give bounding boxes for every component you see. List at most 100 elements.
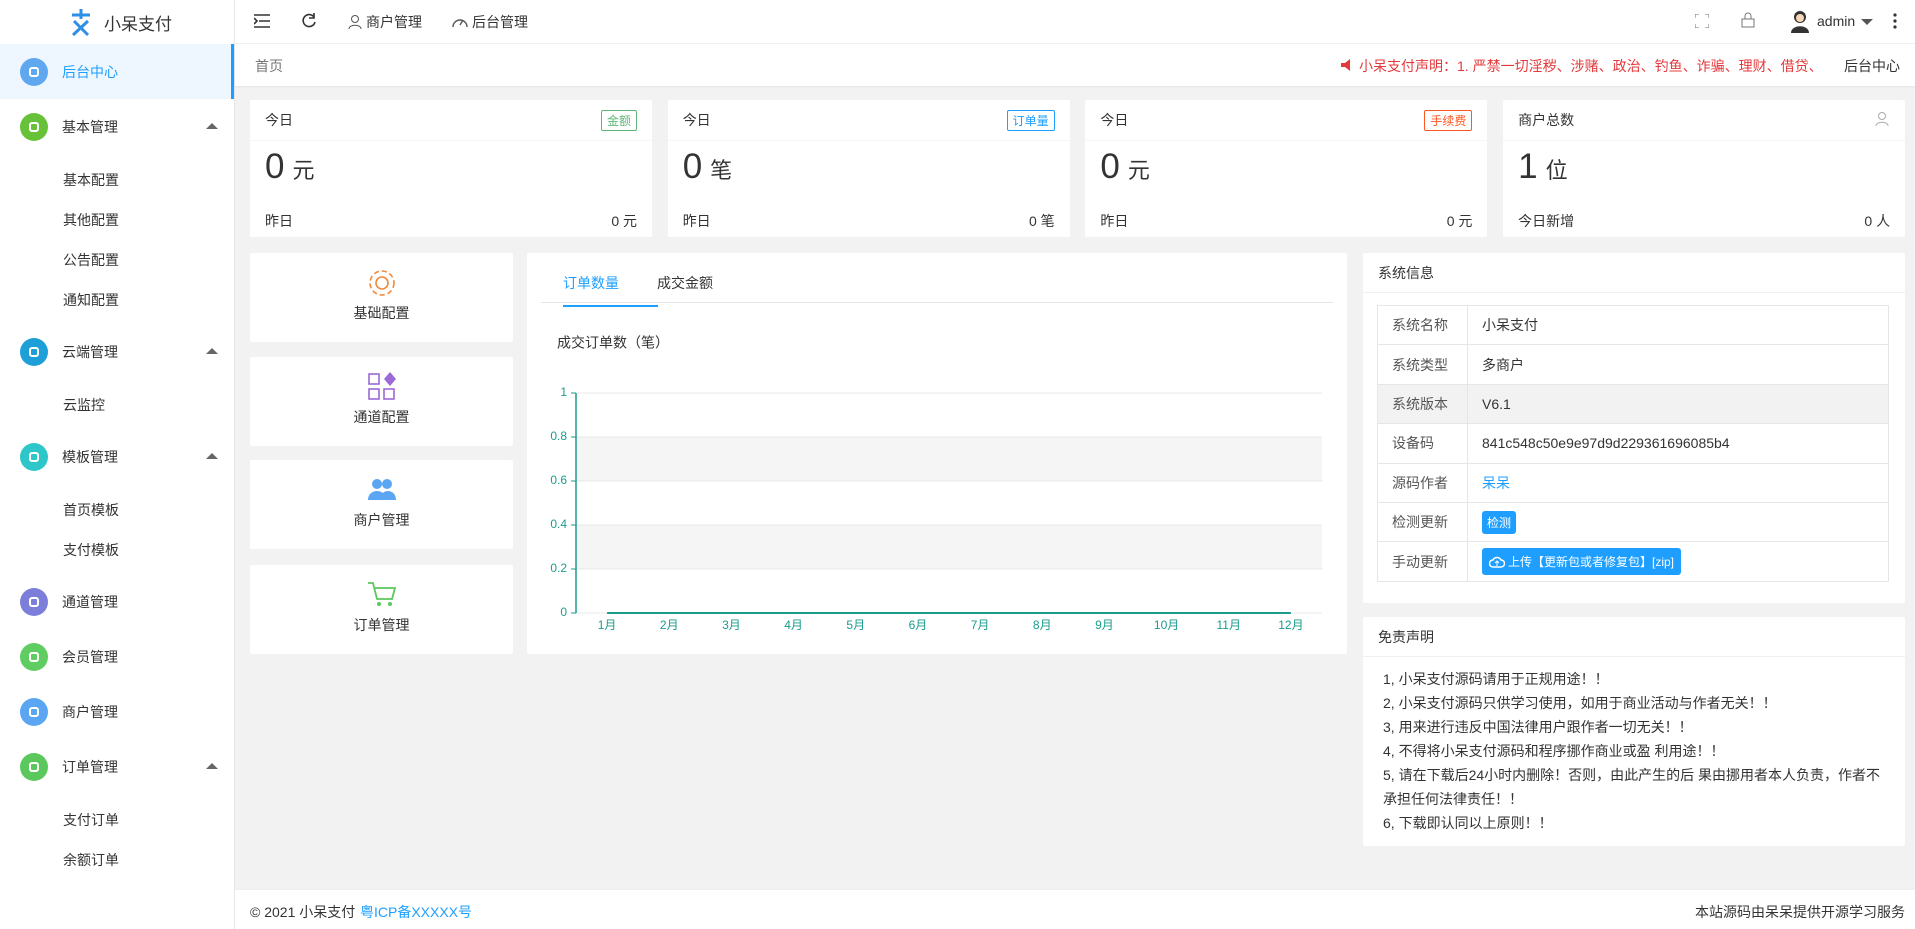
menu-icon-glyph — [29, 346, 39, 357]
caret — [1861, 19, 1873, 25]
stat-footer: 昨日 0 元 — [250, 193, 652, 231]
info-row: 设备码 841c548c50e9e97d9d229361696085b4 — [1377, 423, 1889, 464]
menu-label: 商户管理 — [62, 703, 118, 720]
disclaimer-line: 4, 不得将小呆支付源码和程序挪作商业或盈 利用途！！ — [1383, 743, 1725, 759]
menu-item[interactable]: 基本管理 — [0, 99, 234, 154]
x-tick-label: 7月 — [971, 618, 990, 632]
upload-button[interactable]: 上传【更新包或者修复包】[zip] — [1482, 548, 1682, 576]
menu-item[interactable]: 商户管理 — [0, 684, 234, 739]
submenu-item[interactable]: 通知配置 — [63, 292, 119, 308]
nav-admin[interactable]: 后台管理 — [451, 12, 528, 32]
stat-label: 今日 — [1100, 112, 1129, 128]
disclaimer-line: 5, 请在下载后24小时内删除！否则，由此产生的后 果由挪用者本人负责，作者不承… — [1383, 767, 1881, 807]
submenu-item[interactable]: 云监控 — [63, 397, 105, 413]
stat-badge: 手续费 — [1424, 109, 1473, 131]
menu-label: 后台中心 — [62, 63, 118, 80]
menu-item[interactable]: 模板管理 — [0, 429, 234, 484]
submenu-item[interactable]: 支付模板 — [63, 542, 119, 558]
stat-unit: 元 — [292, 158, 315, 183]
stat-label: 今日 — [265, 112, 293, 128]
disclaimer-panel: 免责声明 1, 小呆支付源码请用于正规用途！！ 2, 小呆支付源码只供学习使用，如… — [1363, 617, 1905, 846]
panel-title: 免责声明 — [1363, 617, 1905, 657]
grid-band — [576, 525, 1322, 569]
disclaimer-line: 1, 小呆支付源码请用于正规用途！！ — [1383, 671, 1609, 687]
stat-label: 商户总数 — [1518, 112, 1575, 128]
info-label: 系统版本 — [1377, 383, 1468, 425]
shortcut-card[interactable]: 基础配置 — [250, 253, 513, 342]
x-tick-label: 3月 — [722, 618, 741, 632]
menu-toggle[interactable] — [254, 14, 270, 28]
more-icon[interactable] — [1893, 13, 1897, 29]
submenu-item[interactable]: 首页模板 — [63, 502, 119, 518]
submenu-item[interactable]: 其他配置 — [63, 212, 119, 228]
x-tick-label: 6月 — [909, 618, 928, 632]
menu-item[interactable]: 通道管理 — [0, 574, 234, 629]
info-row: 系统类型 多商户 — [1377, 344, 1889, 385]
x-tick-label: 1月 — [598, 618, 617, 632]
x-tick-label: 11月 — [1217, 618, 1241, 632]
logo-text: 小呆支付 — [104, 14, 172, 34]
menu-label: 基本管理 — [62, 118, 118, 135]
stat-value: 0 — [265, 147, 285, 186]
info-row: 手动更新 上传【更新包或者修复包】[zip] — [1377, 541, 1889, 582]
info-value: V6.1 — [1467, 383, 1889, 425]
info-value: 多商户 — [1467, 344, 1889, 385]
logo: 小呆支付 — [0, 0, 234, 44]
disclaimer-line: 6, 下载即认同以上原则！！ — [1383, 815, 1553, 831]
stat-sub-value: 0 元 — [611, 213, 637, 229]
expand-arrow — [206, 123, 218, 129]
menu-item[interactable]: 云端管理 — [0, 324, 234, 379]
breadcrumb-bar: 首页 小呆支付声明：1. 严禁一切淫秽、涉赌、政治、钓鱼、诈骗、理财、借贷、 后… — [235, 44, 1915, 86]
shortcut-card[interactable]: 通道配置 — [250, 357, 513, 446]
x-tick-label: 10月 — [1154, 618, 1179, 632]
expand-arrow — [206, 453, 218, 459]
breadcrumb-right[interactable]: 后台中心 — [1844, 58, 1900, 74]
info-label: 系统名称 — [1377, 304, 1468, 346]
info-value: 检测 — [1467, 501, 1889, 543]
menu-label: 会员管理 — [62, 648, 118, 665]
author-link[interactable]: 呆呆 — [1482, 474, 1510, 491]
submenu: 云监控 — [0, 379, 234, 429]
shortcut-label: 基础配置 — [353, 305, 410, 321]
system-info-panel: 系统信息 系统名称 小呆支付 系统类型 多商户 系统版本 V6.1 设备码 841c548c5… — [1363, 253, 1905, 603]
stat-sub-label: 昨日 — [1100, 213, 1129, 229]
expand-arrow — [206, 348, 218, 354]
menu-label: 模板管理 — [62, 448, 118, 465]
shortcut-card[interactable]: 商户管理 — [250, 460, 513, 549]
shortcut-card[interactable]: 订单管理 — [250, 565, 513, 654]
fullscreen-icon[interactable] — [1695, 14, 1709, 28]
stat-header: 商户总数 — [1503, 100, 1906, 141]
submenu-item[interactable]: 公告配置 — [63, 252, 119, 268]
nav-merchant[interactable]: 商户管理 — [347, 12, 422, 32]
breadcrumb[interactable]: 首页 — [255, 58, 283, 74]
submenu-item[interactable]: 基本配置 — [63, 172, 119, 188]
user-name[interactable]: admin — [1817, 13, 1856, 29]
info-label: 源码作者 — [1377, 462, 1468, 503]
menu-item[interactable]: 后台中心 — [0, 44, 234, 99]
check-button[interactable]: 检测 — [1482, 510, 1517, 534]
tab[interactable]: 订单数量 — [563, 273, 658, 307]
info-value: 呆呆 — [1467, 462, 1889, 503]
chart-title: 成交订单数（笔） — [557, 335, 669, 351]
tab[interactable]: 成交金额 — [657, 275, 713, 291]
menu-item[interactable]: 会员管理 — [0, 629, 234, 684]
lock-icon[interactable] — [1741, 12, 1755, 28]
icp-link[interactable]: 粤ICP备XXXXX号 — [360, 904, 473, 920]
shortcut-icon — [250, 460, 513, 510]
stat-card: 今日 手续费 0 元昨日 0 元 — [1085, 100, 1488, 237]
refresh-icon[interactable] — [301, 13, 317, 29]
menu-icon — [20, 697, 48, 726]
avatar[interactable] — [1789, 9, 1811, 33]
submenu-item[interactable]: 支付订单 — [63, 812, 119, 828]
menu-icon — [20, 442, 48, 471]
menu-item[interactable]: 订单管理 — [0, 739, 234, 794]
menu-icon — [20, 337, 48, 366]
shortcut-label: 通道配置 — [353, 409, 410, 425]
stat-sub-value: 0 元 — [1446, 213, 1473, 229]
info-text: 841c548c50e9e97d9d229361696085b4 — [1482, 435, 1730, 452]
submenu-item[interactable]: 余额订单 — [63, 852, 119, 868]
menu-icon — [20, 57, 48, 86]
